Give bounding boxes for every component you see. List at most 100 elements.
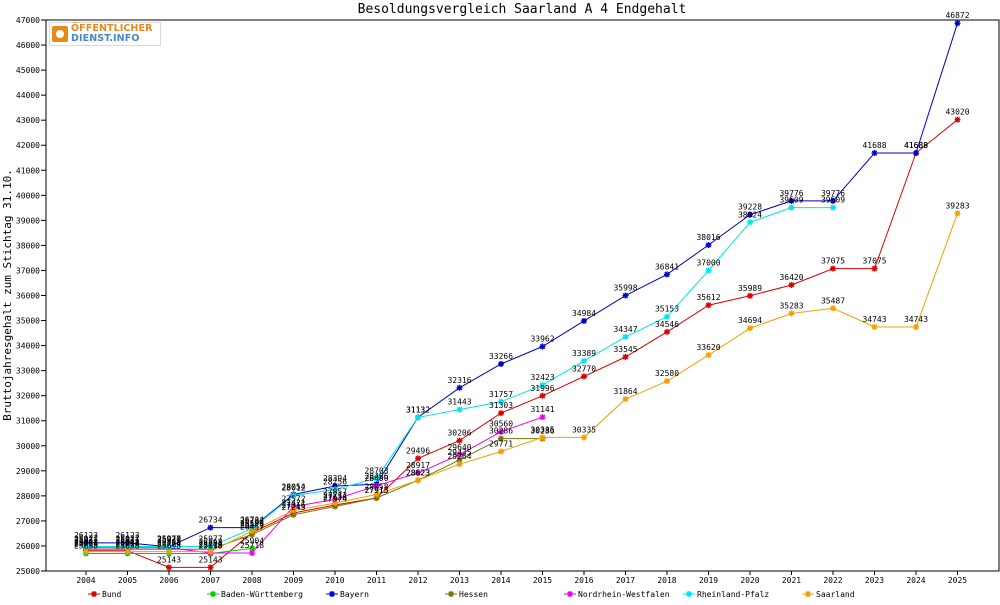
legend-marker-baden-wuerttemberg: [210, 591, 216, 597]
data-label: 27572: [281, 495, 305, 504]
data-label: 39509: [821, 196, 845, 205]
data-point: [83, 543, 89, 550]
data-point: [290, 492, 297, 499]
series-rheinland-pfalz: [83, 204, 836, 550]
data-point: [622, 396, 629, 403]
data-point: [456, 456, 463, 463]
data-point: [249, 528, 255, 535]
series-line-hessen: [86, 438, 543, 550]
data-label: 33620: [696, 343, 720, 352]
data-point: [373, 491, 380, 498]
y-tick-label: 47000: [16, 16, 40, 25]
data-point: [705, 242, 712, 249]
data-label: 39228: [738, 203, 762, 212]
data-point: [124, 548, 131, 555]
data-point: [747, 219, 753, 226]
y-tick-label: 30000: [16, 442, 40, 451]
data-point: [788, 310, 795, 317]
site-logo: ÖFFENTLICHER DIENST.INFO: [49, 22, 161, 46]
data-point: [747, 325, 753, 332]
data-label: 34743: [904, 315, 928, 324]
x-tick-label: 2024: [906, 576, 925, 585]
data-point: [664, 313, 670, 320]
data-label: 39509: [779, 196, 803, 205]
data-label: 25774: [115, 540, 139, 549]
y-tick-label: 28000: [16, 492, 40, 501]
data-point: [622, 333, 629, 340]
legend-marker-nordrhein-westfalen: [567, 591, 573, 597]
data-point: [166, 543, 172, 550]
data-label: 34347: [613, 325, 637, 334]
data-label: 25143: [157, 555, 181, 564]
data-label: 27915: [364, 486, 388, 495]
data-label: 32423: [530, 373, 554, 382]
data-label: 27316: [281, 501, 305, 510]
y-tick-label: 26000: [16, 542, 40, 551]
data-label: 27421: [281, 498, 305, 507]
data-label: 25774: [74, 540, 98, 549]
y-tick-label: 46000: [16, 41, 40, 50]
data-point: [290, 511, 297, 518]
y-tick-label: 27000: [16, 517, 40, 526]
data-point: [83, 548, 89, 555]
x-tick-label: 2006: [159, 576, 178, 585]
data-point: [83, 539, 89, 546]
data-point: [539, 434, 546, 441]
data-label: 28703: [364, 466, 388, 475]
x-tick-label: 2022: [823, 576, 842, 585]
data-label: 37000: [696, 258, 720, 267]
data-point: [207, 524, 214, 531]
data-point: [581, 373, 587, 380]
data-label: 27857: [323, 487, 347, 496]
data-point: [166, 548, 172, 555]
data-label: 25718: [198, 541, 222, 550]
data-point: [539, 382, 546, 389]
data-point: [124, 543, 131, 550]
x-tick-label: 2004: [76, 576, 95, 585]
data-point: [581, 434, 587, 441]
data-label: 25970: [157, 535, 181, 544]
logo-text-line1: ÖFFENTLICHER: [71, 23, 153, 34]
data-label: 39283: [945, 201, 969, 210]
data-label: 31757: [489, 390, 513, 399]
data-labels: 25812 25812 25143 25143 26529 27316 27636 27915…: [74, 11, 970, 564]
data-label: 28256: [323, 477, 347, 486]
data-point: [622, 353, 629, 360]
data-label: 38016: [696, 233, 720, 242]
data-label: 38924: [738, 210, 762, 219]
data-label: 26529: [240, 521, 264, 530]
data-point: [415, 469, 421, 476]
data-point: [207, 543, 214, 550]
data-label: 28394: [323, 474, 347, 483]
data-label: 33389: [572, 349, 596, 358]
data-label: 34546: [655, 320, 679, 329]
legend-label-baden-wuerttemberg: Baden-Württemberg: [221, 590, 303, 599]
data-label: 25698: [198, 542, 222, 551]
data-label: 31132: [406, 405, 430, 414]
y-tick-label: 35000: [16, 317, 40, 326]
data-label: 37075: [821, 257, 845, 266]
data-label: 25698: [157, 542, 181, 551]
data-label: 35487: [821, 296, 845, 305]
data-label: 30206: [447, 429, 471, 438]
data-label: 25143: [198, 555, 222, 564]
legend-label-saarland: Saarland: [816, 590, 855, 599]
data-point: [332, 482, 338, 489]
legend-label-nordrhein-westfalen: Nordrhein-Westfalen: [578, 590, 670, 599]
data-label: 31141: [530, 405, 554, 414]
data-point: [498, 410, 504, 417]
data-label: 26734: [240, 516, 264, 525]
data-label: 29771: [489, 440, 513, 449]
data-point: [124, 539, 131, 546]
legend-marker-rheinland-pfalz: [686, 591, 692, 597]
y-tick-label: 45000: [16, 66, 40, 75]
data-point: [373, 475, 380, 482]
chart-title: Besoldungsvergleich Saarland A 4 Endgeha…: [358, 2, 687, 17]
data-point: [415, 455, 421, 462]
x-tick-label: 2019: [699, 576, 718, 585]
y-tick-label: 37000: [16, 266, 40, 275]
data-label: 31132: [406, 405, 430, 414]
y-tick-label: 31000: [16, 417, 40, 426]
